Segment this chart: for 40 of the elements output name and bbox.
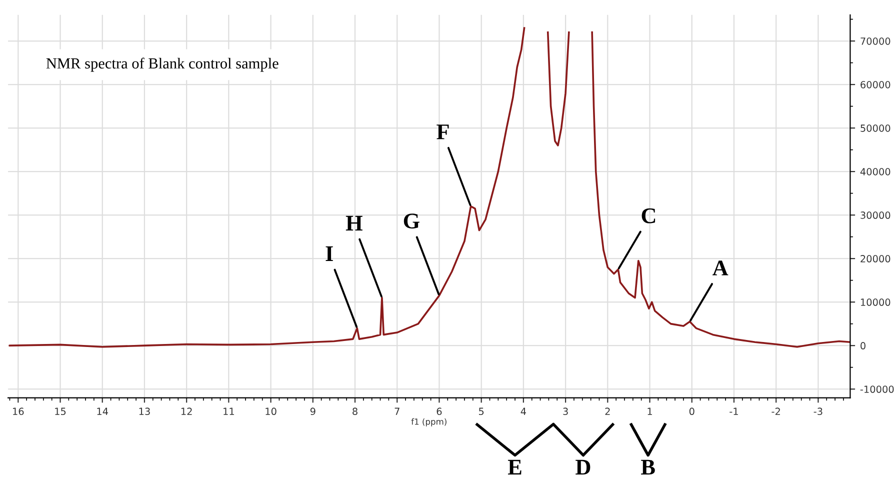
x-tick-label: 1 xyxy=(648,408,652,415)
x-tick-label: 16 xyxy=(13,408,24,416)
x-tick-label: -3 xyxy=(814,408,822,416)
x-tick-label: -1 xyxy=(730,408,738,415)
x-tick-label: 7 xyxy=(394,408,400,415)
x-tick-label: 13 xyxy=(139,408,150,416)
x-tick-label: 0 xyxy=(689,408,694,416)
y-tick-label: 10000 xyxy=(860,298,890,306)
x-tick-label: 6 xyxy=(436,408,442,416)
x-tick-label: 14 xyxy=(97,408,108,415)
x-tick-label: 8 xyxy=(352,408,358,416)
y-tick-label: 20000 xyxy=(860,255,890,262)
x-tick-label: 5 xyxy=(478,408,484,416)
y-tick-label: 70000 xyxy=(860,37,890,45)
annotation: F xyxy=(436,124,449,140)
x-tick-label: 4 xyxy=(520,408,526,415)
annotation: C xyxy=(642,208,656,224)
annotation: H xyxy=(346,216,362,230)
text: D xyxy=(576,460,590,475)
text: NMR spectra of Blank control sample xyxy=(46,58,278,72)
x-axis-title: f1 (ppm) xyxy=(411,418,446,426)
y-tick-label: 40000 xyxy=(860,168,890,176)
x-tick-label: 3 xyxy=(563,408,568,416)
x-tick-label: -2 xyxy=(772,408,780,415)
annotation: A xyxy=(712,260,728,276)
x-tick-label: 12 xyxy=(181,408,192,415)
x-tick-label: 2 xyxy=(605,408,610,415)
text: E xyxy=(508,460,522,474)
y-tick-label: 50000 xyxy=(860,124,890,132)
y-tick-label: 0 xyxy=(860,342,866,350)
x-tick-label: 9 xyxy=(310,408,316,416)
x-tick-label: 15 xyxy=(55,408,66,416)
annotation: G xyxy=(404,214,420,229)
annotation: I xyxy=(326,246,333,261)
y-tick-label: 30000 xyxy=(860,212,890,219)
x-tick-label: 11 xyxy=(224,408,234,415)
x-tick-label: 10 xyxy=(266,408,276,416)
y-tick-label: 60000 xyxy=(860,81,890,88)
text: B xyxy=(641,460,655,475)
y-tick-label: -10000 xyxy=(860,386,894,393)
